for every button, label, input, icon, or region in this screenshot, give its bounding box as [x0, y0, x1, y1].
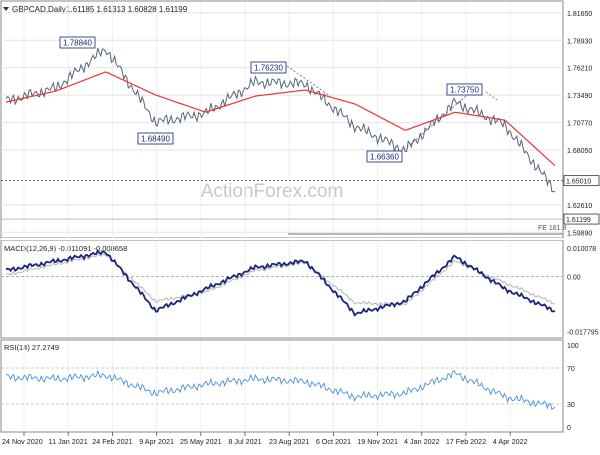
x-axis: 24 Nov 2020 11 Jan 2021 24 Feb 2021 9 Apr 2…: [2, 432, 528, 446]
macd-main-line: [5, 248, 556, 317]
swing-label-text: 1.66360: [370, 153, 399, 162]
x-tick-label: 11 Jan 2021: [49, 437, 88, 446]
macd-series: [5, 248, 556, 317]
symbol-label: GBPCAD,Daily: [12, 5, 66, 14]
x-tick-label: 19 Nov 2021: [357, 437, 398, 446]
macd-title: MACD(12,26,9) -0.011091 -0.008658: [4, 244, 127, 253]
price-y-axis: 1.81650 1.78930 1.76210 1.73490 1.70770 1.680…: [563, 11, 600, 237]
rsi-panel: [0, 339, 564, 433]
price-series: [5, 47, 556, 193]
rsi-tick-label: 0: [567, 425, 571, 432]
current-price-label: 1.61199: [566, 217, 591, 224]
macd-tick-label: -0.017795: [567, 330, 599, 337]
projection-line: [286, 65, 331, 97]
macd-tick-label: 0.00: [567, 275, 581, 282]
projection-line: [403, 95, 467, 151]
price-tick-label: 1.73490: [567, 93, 592, 100]
ohlc-label: 1.61185 1.61313 1.60828 1.61199: [66, 5, 188, 14]
level-price-label: 1.65010: [566, 179, 591, 186]
price-tick-label: 1.70770: [567, 121, 592, 128]
price-annotations: 1.78840 1.68490 1.76230 1.66360 1.73750: [59, 36, 498, 163]
price-tick-label: 1.62610: [567, 203, 592, 210]
x-tick-label: 17 Feb 2022: [446, 437, 486, 446]
x-tick-label: 8 Jul 2021: [228, 437, 261, 446]
x-tick-label: 6 Oct 2021: [316, 437, 351, 446]
price-panel: [0, 0, 564, 239]
swing-label-box: [446, 83, 483, 96]
swing-label-box: [137, 132, 174, 145]
price-levels: FE 161.8: [1, 180, 567, 235]
swing-label-text: 1.78840: [63, 39, 92, 48]
swing-label-text: 1.73750: [450, 86, 479, 95]
swing-label-text: 1.68490: [141, 135, 170, 144]
x-tick-label: 24 Feb 2021: [92, 437, 132, 446]
moving-average-line: [5, 71, 556, 167]
swing-label-box: [250, 61, 287, 74]
price-tick-label: 1.68050: [567, 148, 592, 155]
rsi-y-axis: 100 70 30 0: [567, 343, 579, 432]
price-tick-label: 1.78930: [567, 38, 592, 45]
x-tick-label: 4 Apr 2022: [493, 437, 528, 446]
x-tick-label: 25 May 2021: [180, 437, 222, 446]
x-tick-label: 4 Jan 2022: [404, 437, 440, 446]
macd-y-axis: 0.010078 0.00 -0.017795: [567, 246, 599, 337]
triangle-down-icon[interactable]: [3, 7, 9, 11]
rsi-tick-label: 100: [567, 343, 579, 350]
x-tick-label: 24 Nov 2020: [2, 437, 43, 446]
swing-label-box: [366, 150, 403, 163]
rsi-tick-label: 30: [567, 402, 575, 409]
swing-label-box: [59, 36, 96, 49]
price-bars-line: [5, 47, 556, 193]
fe-label: FE 161.8: [538, 225, 567, 232]
x-tick-label: 23 Aug 2021: [269, 437, 309, 446]
macd-signal-line: [5, 253, 556, 307]
projection-line: [485, 91, 498, 101]
rsi-line: [5, 369, 556, 410]
current-price-tag: [563, 213, 600, 225]
rsi-title: RSI(14) 27.2749: [4, 343, 59, 352]
price-tick-label: 1.59890: [567, 230, 592, 237]
level-price-tag: [563, 175, 600, 187]
rsi-tick-label: 70: [567, 366, 575, 373]
macd-tick-label: 0.010078: [567, 246, 596, 253]
price-tick-label: 1.81650: [567, 11, 592, 18]
rsi-series: [5, 369, 556, 410]
watermark: ActionForex.com: [201, 181, 344, 202]
x-tick-label: 9 Apr 2021: [139, 437, 174, 446]
price-tick-label: 1.76210: [567, 66, 592, 73]
swing-label-text: 1.76230: [254, 64, 283, 73]
